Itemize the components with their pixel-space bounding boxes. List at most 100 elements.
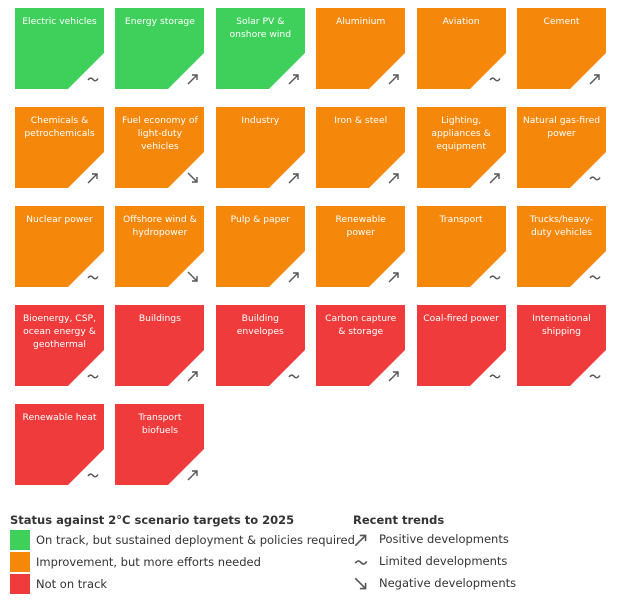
tile-label: Transport biofuels xyxy=(138,412,182,436)
tile-label: Solar PV & onshore wind xyxy=(229,16,292,40)
tile-corner xyxy=(268,53,305,89)
tile-label: Coal-fired power xyxy=(423,313,499,324)
positive-trend-icon xyxy=(186,72,200,86)
tile-label: Renewable power xyxy=(335,214,386,238)
tile-corner xyxy=(469,350,506,386)
status-tile: Building envelopes xyxy=(215,305,305,386)
status-tile: Transport xyxy=(416,206,506,287)
positive-trend-icon xyxy=(387,72,401,86)
tile-corner xyxy=(68,251,104,287)
tile-label: Cement xyxy=(543,16,580,27)
status-tile: Renewable power xyxy=(316,206,406,287)
limited-trend-icon xyxy=(488,270,502,284)
tile-corner xyxy=(168,350,205,386)
tile-corner xyxy=(168,251,205,287)
status-legend-label: Not on track xyxy=(36,577,108,591)
orange-swatch xyxy=(10,552,30,572)
positive-trend-icon xyxy=(387,171,401,185)
green-swatch xyxy=(10,530,30,550)
tile-label: Bioenergy, CSP, ocean energy & geotherma… xyxy=(22,313,97,350)
status-tile: Aviation xyxy=(416,8,506,89)
status-tile: Energy storage xyxy=(115,8,205,89)
trend-legend-label: Negative developments xyxy=(379,576,517,590)
positive-trend-icon xyxy=(488,171,502,185)
limited-trend-icon xyxy=(588,171,602,185)
status-tile: International shipping xyxy=(517,305,606,386)
tile-label: Chemicals & petrochemicals xyxy=(24,115,95,139)
tile-label: Aluminium xyxy=(336,16,386,27)
positive-trend-icon xyxy=(287,171,301,185)
tile-corner xyxy=(68,350,104,386)
negative-trend-icon xyxy=(186,171,200,185)
status-tile: Buildings xyxy=(115,305,205,386)
legend: Status against 2°C scenario targets to 2… xyxy=(0,508,625,600)
tile-corner xyxy=(168,53,205,89)
tile-label: Renewable heat xyxy=(22,412,97,423)
tile-corner xyxy=(369,152,406,188)
status-tile: Solar PV & onshore wind xyxy=(215,8,305,89)
tile-corner xyxy=(268,152,305,188)
limited-trend-icon xyxy=(86,270,100,284)
tile-label: Aviation xyxy=(442,16,480,27)
trend-legend-heading: Recent trends xyxy=(353,513,445,527)
negative-trend-icon xyxy=(186,270,200,284)
status-legend-label: Improvement, but more efforts needed xyxy=(36,555,261,569)
tile-label: Natural gas-fired power xyxy=(522,115,601,139)
tile-label: Lighting, appliances & equipment xyxy=(431,115,491,152)
red-swatch xyxy=(10,574,30,594)
status-tile: Iron & steel xyxy=(316,107,406,188)
tile-label: Nuclear power xyxy=(26,214,93,225)
tile-corner xyxy=(570,53,606,89)
tile-corner xyxy=(268,350,305,386)
tile-label: Trucks/heavy-duty vehicles xyxy=(529,214,594,238)
status-tile: Carbon capture & storage xyxy=(316,305,406,386)
limited-trend-icon xyxy=(588,270,602,284)
status-tile: Electric vehicles xyxy=(15,8,104,89)
tile-label: Fuel economy of light-duty vehicles xyxy=(122,115,198,152)
limited-trend-icon xyxy=(353,554,369,570)
tile-corner xyxy=(369,350,406,386)
status-tile: Chemicals & petrochemicals xyxy=(15,107,104,188)
tile-label: Industry xyxy=(241,115,280,126)
status-tile: Natural gas-fired power xyxy=(517,107,606,188)
tile-corner xyxy=(570,152,606,188)
tile-corner xyxy=(68,152,104,188)
limited-trend-icon xyxy=(86,468,100,482)
status-tile: Cement xyxy=(517,8,606,89)
tile-corner xyxy=(570,350,606,386)
limited-trend-icon xyxy=(287,369,301,383)
status-tile: Pulp & paper xyxy=(215,206,305,287)
limited-trend-icon xyxy=(588,369,602,383)
tile-corner xyxy=(369,251,406,287)
positive-trend-icon xyxy=(287,270,301,284)
status-legend-label: On track, but sustained deployment & pol… xyxy=(36,533,355,547)
status-tile: Trucks/heavy-duty vehicles xyxy=(517,206,606,287)
status-legend-heading: Status against 2°C scenario targets to 2… xyxy=(10,513,295,527)
tile-corner xyxy=(168,152,205,188)
negative-trend-icon xyxy=(353,576,369,592)
status-tile: Nuclear power xyxy=(15,206,104,287)
technology-status-grid: Electric vehicles Energy storage Solar PV … xyxy=(15,8,606,485)
status-tile: Bioenergy, CSP, ocean energy & geotherma… xyxy=(15,305,104,386)
positive-trend-icon xyxy=(287,72,301,86)
positive-trend-icon xyxy=(86,171,100,185)
tile-corner xyxy=(570,251,606,287)
limited-trend-icon xyxy=(488,369,502,383)
tile-label: Building envelopes xyxy=(236,313,284,337)
positive-trend-icon xyxy=(186,468,200,482)
positive-trend-icon xyxy=(588,72,602,86)
tile-label: Electric vehicles xyxy=(22,16,97,27)
limited-trend-icon xyxy=(86,72,100,86)
status-tile: Lighting, appliances & equipment xyxy=(416,107,506,188)
status-tile: Industry xyxy=(215,107,305,188)
tile-corner xyxy=(68,449,104,485)
tile-corner xyxy=(469,53,506,89)
limited-trend-icon xyxy=(488,72,502,86)
tile-label: Transport xyxy=(439,214,483,225)
tile-label: Carbon capture & storage xyxy=(325,313,397,337)
positive-trend-icon xyxy=(353,532,369,548)
tile-label: Pulp & paper xyxy=(230,214,290,225)
status-tile: Aluminium xyxy=(316,8,406,89)
status-tile: Fuel economy of light-duty vehicles xyxy=(115,107,205,188)
status-tile: Renewable heat xyxy=(15,404,104,485)
